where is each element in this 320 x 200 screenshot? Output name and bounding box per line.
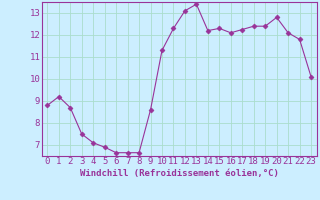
X-axis label: Windchill (Refroidissement éolien,°C): Windchill (Refroidissement éolien,°C) bbox=[80, 169, 279, 178]
